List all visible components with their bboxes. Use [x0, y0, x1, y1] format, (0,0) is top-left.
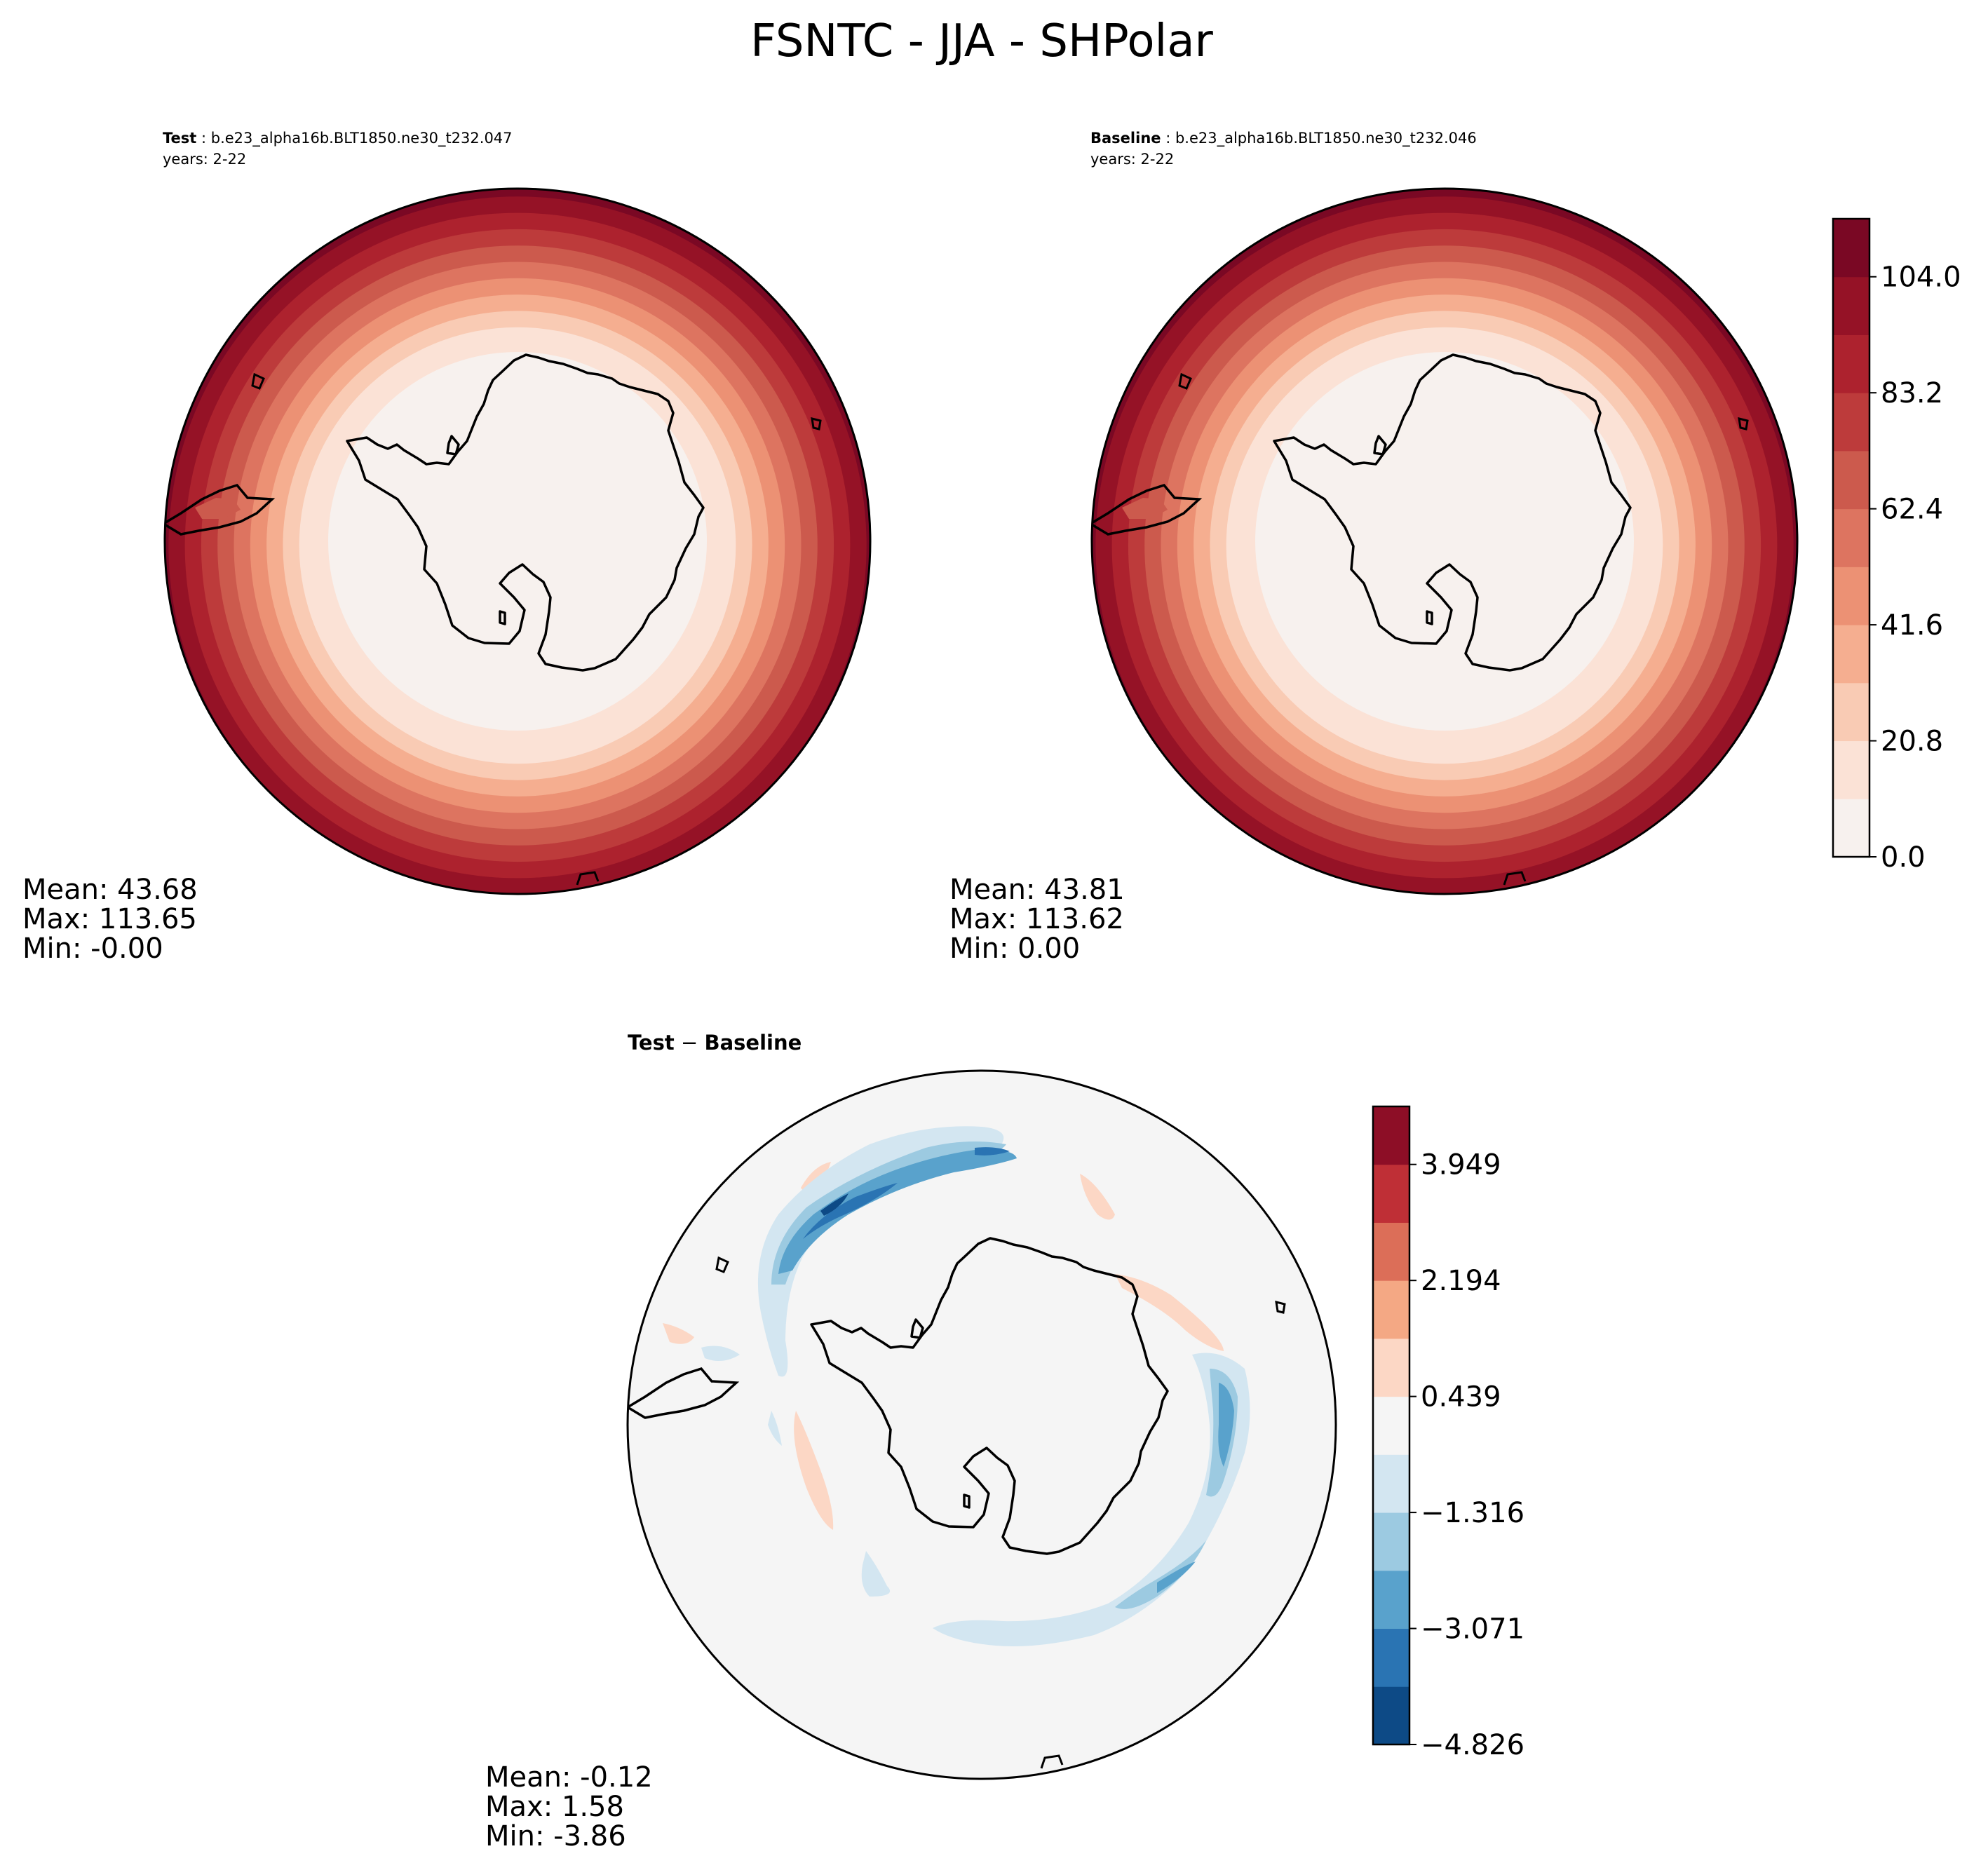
map-test — [165, 189, 870, 894]
panel-diff-label-sep: − — [675, 1031, 705, 1055]
colorbar-band-4 — [1373, 1454, 1409, 1513]
contour-rings-test — [165, 189, 870, 894]
map-boundary-diff — [626, 1069, 1337, 1780]
colorbar-tick-label: −4.826 — [1421, 1729, 1524, 1761]
panel-baseline: Baseline : b.e23_alpha16b.BLT1850.ne30_t… — [949, 130, 1799, 965]
panel-baseline-label: Baseline : b.e23_alpha16b.BLT1850.ne30_t… — [1090, 130, 1477, 147]
colorbar-band-1 — [1373, 1628, 1409, 1687]
stats-baseline-mean: Mean: 43.81 — [949, 874, 1125, 906]
colorbar-tick-label: 62.4 — [1881, 494, 1943, 526]
colorbar-tick-label: 20.8 — [1881, 726, 1943, 758]
colorbar-band-3 — [1833, 625, 1869, 684]
contour-ring-0 — [328, 352, 707, 731]
panel-baseline-years: years: 2-22 — [1090, 151, 1174, 168]
colorbar-band-1 — [1833, 740, 1869, 799]
colorbar-tick-label: 83.2 — [1881, 377, 1943, 409]
contour-ring-0 — [1255, 352, 1634, 731]
colorbar-band-2 — [1833, 682, 1869, 742]
map-boundary-test — [163, 187, 872, 895]
panel-test-label-rest: : b.e23_alpha16b.BLT1850.ne30_t232.047 — [196, 130, 512, 147]
colorbar-tick-label: −3.071 — [1421, 1613, 1524, 1646]
stats-test-min: Min: -0.00 — [22, 933, 163, 965]
coastlines-test — [165, 353, 822, 886]
colorbar-band-10 — [1373, 1106, 1409, 1165]
colorbar-band-0 — [1833, 799, 1869, 858]
colorbar-band-7 — [1833, 393, 1869, 452]
map-baseline — [1092, 189, 1797, 894]
colorbar-band-5 — [1373, 1396, 1409, 1455]
colorbar-band-10 — [1833, 219, 1869, 278]
colorbar-band-9 — [1833, 276, 1869, 335]
panel-diff: Test − Baseline — [485, 1031, 1337, 1852]
colorbar-band-0 — [1373, 1686, 1409, 1745]
stats-diff: Mean: -0.12 Max: 1.58 Min: -3.86 — [485, 1761, 653, 1852]
stats-diff-min: Min: -3.86 — [485, 1820, 626, 1852]
colorbar-band-8 — [1373, 1222, 1409, 1281]
figure-title: FSNTC - JJA - SHPolar — [750, 15, 1213, 67]
stats-diff-max: Max: 1.58 — [485, 1791, 624, 1823]
panel-diff-label-base: Baseline — [704, 1031, 802, 1055]
panel-test-years: years: 2-22 — [163, 151, 246, 168]
colorbar-band-5 — [1833, 508, 1869, 567]
stats-test: Mean: 43.68 Max: 113.65 Min: -0.00 — [22, 874, 198, 965]
colorbar-frame — [1372, 1105, 1411, 1746]
colorbar-band-2 — [1373, 1570, 1409, 1630]
panel-test: Test : b.e23_alpha16b.BLT1850.ne30_t232.… — [22, 130, 872, 965]
stats-test-max: Max: 113.65 — [22, 903, 197, 935]
panel-test-label: Test : b.e23_alpha16b.BLT1850.ne30_t232.… — [163, 130, 513, 147]
colorbar-diff: −4.826 −3.071 −1.316 0.439 2.194 3.949 — [1372, 1105, 1524, 1761]
stats-baseline-max: Max: 113.62 — [949, 903, 1124, 935]
colorbar-band-8 — [1833, 334, 1869, 393]
south-america-warm-patch-baseline — [1122, 498, 1168, 519]
contour-rings-baseline — [1092, 189, 1797, 894]
panel-test-label-bold: Test — [163, 130, 196, 147]
diff-anomalies — [663, 1126, 1250, 1646]
panel-baseline-label-bold: Baseline — [1090, 130, 1161, 147]
coastlines-diff — [628, 1237, 1286, 1769]
colorbar-tick-label: 3.949 — [1421, 1149, 1501, 1181]
south-america-warm-patch-test — [195, 498, 241, 519]
colorbar-band-6 — [1833, 450, 1869, 510]
colorbar-tick-label: 2.194 — [1421, 1265, 1501, 1297]
stats-baseline-min: Min: 0.00 — [949, 933, 1080, 965]
colorbar-tick-label: 0.439 — [1421, 1381, 1501, 1414]
colorbar-band-7 — [1373, 1280, 1409, 1339]
stats-diff-mean: Mean: -0.12 — [485, 1761, 653, 1794]
colorbar-band-9 — [1373, 1164, 1409, 1223]
colorbar-tick-label: 104.0 — [1881, 262, 1961, 294]
stats-test-mean: Mean: 43.68 — [22, 874, 198, 906]
colorbar-tick-label: 41.6 — [1881, 609, 1943, 642]
colorbar-band-3 — [1373, 1512, 1409, 1571]
colorbar-band-6 — [1373, 1338, 1409, 1397]
colorbar-tick-label: 0.0 — [1881, 841, 1926, 874]
map-boundary-baseline — [1090, 187, 1799, 895]
colorbar-field: 0.0 20.8 41.6 62.4 83.2 104.0 — [1832, 217, 1961, 874]
map-diff — [628, 1071, 1336, 1779]
colorbar-frame — [1832, 217, 1871, 858]
colorbar-band-4 — [1833, 567, 1869, 625]
panel-baseline-label-rest: : b.e23_alpha16b.BLT1850.ne30_t232.046 — [1161, 130, 1477, 147]
coastlines-baseline — [1092, 353, 1749, 886]
panel-diff-label-test: Test — [628, 1031, 675, 1055]
stats-baseline: Mean: 43.81 Max: 113.62 Min: 0.00 — [949, 874, 1125, 965]
colorbar-tick-label: −1.316 — [1421, 1497, 1524, 1529]
panel-diff-label: Test − Baseline — [628, 1031, 802, 1055]
